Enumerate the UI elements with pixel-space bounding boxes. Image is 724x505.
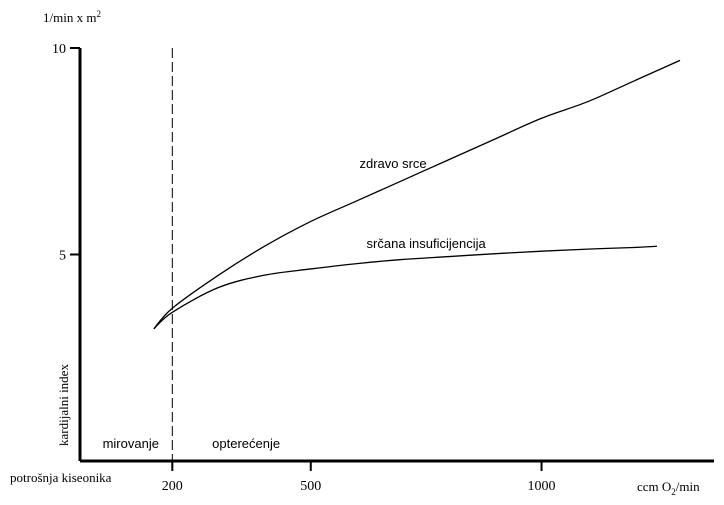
x-tick-label-2: 1000 xyxy=(528,479,556,494)
y-axis-top-label: 1/min x m2 xyxy=(43,9,101,25)
x-tick-label-1: 500 xyxy=(300,479,321,494)
region-label-1: opterećenje xyxy=(212,436,280,451)
series-label-1: srčana insuficijencija xyxy=(367,236,487,251)
x-tick-label-0: 200 xyxy=(162,479,183,494)
series-line-1 xyxy=(153,245,657,330)
region-label-0: mirovanje xyxy=(103,436,159,451)
y-axis-label: kardijalni index xyxy=(56,364,71,446)
y-tick-label-1: 10 xyxy=(52,42,66,57)
x-axis-left-label: potrošnja kiseonika xyxy=(10,470,112,485)
x-axis-right-label: ccm O2/min xyxy=(637,479,700,497)
y-tick-label-0: 5 xyxy=(59,249,66,264)
series-line-0 xyxy=(153,59,681,330)
series-label-0: zdravo srce xyxy=(359,156,426,171)
